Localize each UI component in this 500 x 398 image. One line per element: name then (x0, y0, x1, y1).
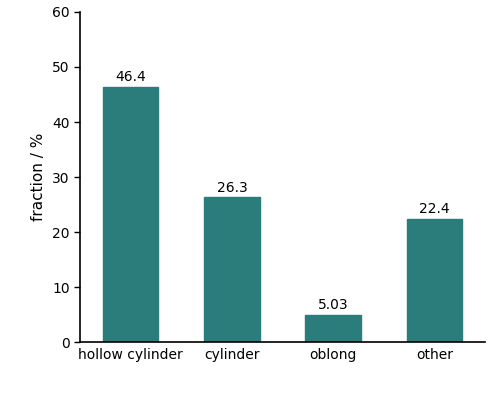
Bar (406, 219, 462, 342)
Text: 26.3: 26.3 (216, 181, 247, 195)
Bar (306, 314, 361, 342)
Bar (103, 87, 158, 342)
Text: 5.03: 5.03 (318, 298, 348, 312)
Text: 46.4: 46.4 (115, 70, 146, 84)
Text: 22.4: 22.4 (419, 202, 450, 216)
Y-axis label: fraction / %: fraction / % (32, 133, 46, 221)
Bar (204, 197, 260, 342)
